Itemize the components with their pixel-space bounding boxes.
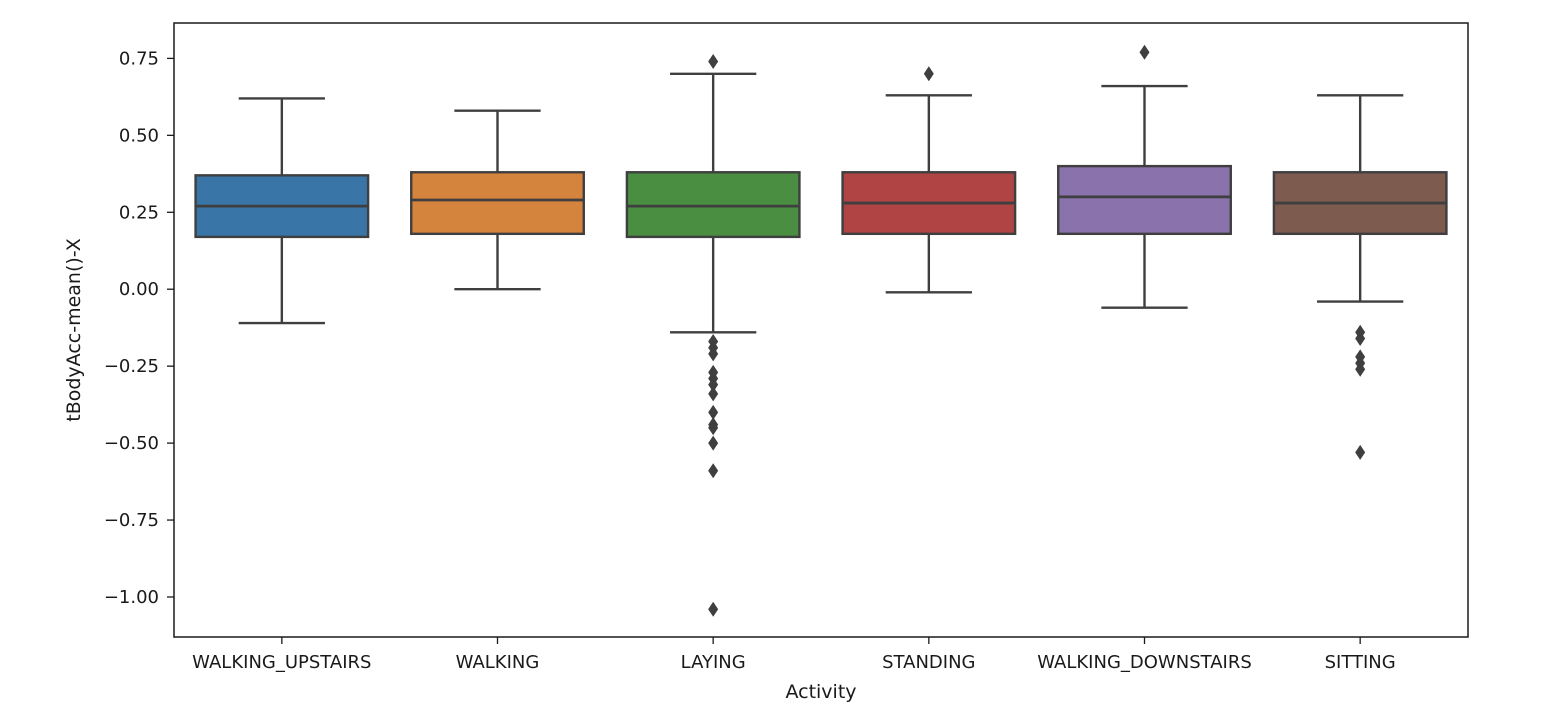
outlier-point	[1355, 330, 1366, 346]
y-tick-label: −0.50	[104, 433, 159, 454]
outlier-point	[708, 386, 719, 402]
x-axis: WALKING_UPSTAIRS WALKING LAYING STANDING WAL…	[192, 637, 1396, 673]
plot-area	[194, 44, 1448, 617]
box-iqr	[410, 171, 585, 236]
box-group	[410, 109, 585, 291]
outlier-point	[708, 601, 719, 617]
box-group	[841, 66, 1017, 294]
y-tick-label: −1.00	[104, 587, 159, 608]
outlier-point	[1355, 361, 1366, 377]
x-tick-label: SITTING	[1325, 652, 1396, 673]
y-tick-label: −0.75	[104, 510, 159, 531]
x-tick-label: STANDING	[882, 652, 975, 673]
x-axis-title: Activity	[785, 681, 856, 703]
outlier-point	[708, 435, 719, 451]
x-tick-label: WALKING_UPSTAIRS	[192, 652, 371, 673]
y-tick-label: −0.25	[104, 356, 159, 377]
box-group	[1272, 94, 1448, 460]
outlier-point	[708, 463, 719, 479]
y-axis: 0.75 0.50 0.25 0.00 −0.25 −0.50 −0.75 −1.00	[104, 48, 174, 608]
box-group	[194, 97, 370, 325]
outlier-point	[923, 66, 934, 82]
x-tick-label: WALKING	[456, 652, 540, 673]
outlier-point	[708, 377, 719, 393]
y-axis-title: tBodyAcc-mean()-X	[63, 238, 85, 421]
y-tick-label: 0.75	[119, 48, 159, 69]
x-tick-label: WALKING_DOWNSTAIRS	[1037, 652, 1252, 673]
plot-frame	[173, 22, 1469, 638]
x-tick-label: LAYING	[681, 652, 746, 673]
outlier-point	[708, 346, 719, 362]
y-tick-label: 0.25	[119, 202, 159, 223]
box-iqr	[625, 171, 801, 239]
box-group	[1057, 44, 1232, 309]
outlier-point	[1355, 444, 1366, 460]
outlier-point	[708, 420, 719, 436]
y-tick-label: 0.50	[119, 125, 159, 146]
box-group	[625, 53, 801, 617]
y-tick-label: 0.00	[119, 279, 159, 300]
outlier-point	[1139, 44, 1150, 60]
outlier-point	[708, 404, 719, 420]
box-iqr	[1057, 164, 1232, 236]
outlier-point	[708, 53, 719, 69]
